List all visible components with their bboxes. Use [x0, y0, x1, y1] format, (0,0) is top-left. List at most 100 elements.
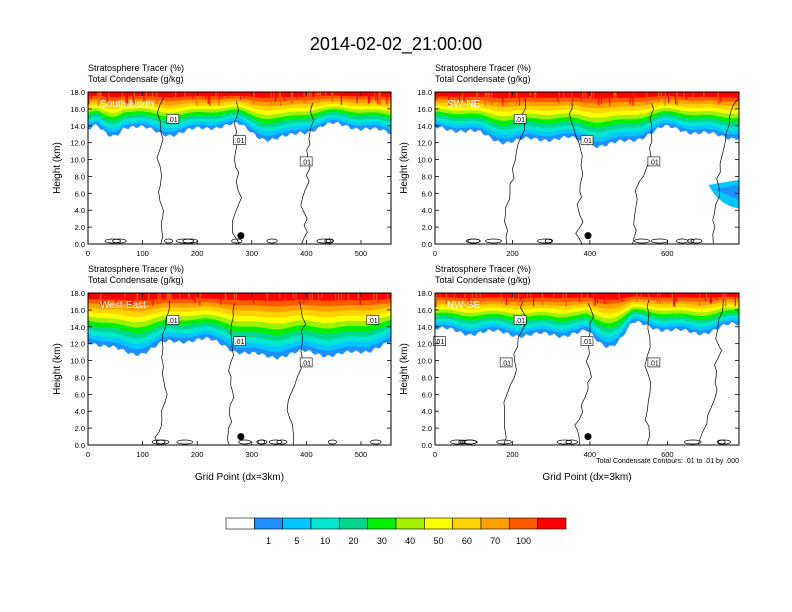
contour-label-box	[513, 315, 527, 325]
tracer-streak	[239, 92, 241, 101]
tracer-streak	[578, 293, 580, 298]
panel-label: West-East	[100, 300, 146, 311]
tracer-streak	[308, 92, 310, 99]
tracer-streak	[317, 293, 320, 303]
tracer-streak	[582, 92, 584, 103]
contour-blob	[537, 238, 553, 244]
tracer-streak	[476, 92, 478, 105]
contour-blob	[104, 238, 121, 244]
tracer-streak	[655, 293, 657, 298]
panel-subtitle: Total Condensate (g/kg)	[88, 74, 184, 84]
y-tick-label: 0.0	[75, 441, 85, 450]
y-tick-label: 2.0	[422, 424, 432, 433]
y-tick-label: 14.0	[70, 122, 85, 131]
contour-line	[231, 101, 242, 244]
x-tick-label: 400	[300, 249, 313, 258]
tracer-streak	[373, 293, 375, 305]
contour-line	[574, 303, 594, 445]
panel-subtitle: Total Condensate (g/kg)	[88, 275, 184, 285]
tracer-streak	[179, 293, 181, 299]
tracer-streak	[737, 92, 739, 101]
tracer-field	[88, 92, 391, 244]
tracer-streak	[475, 293, 477, 301]
tracer-streak	[131, 293, 134, 304]
colorbar-swatch	[282, 517, 312, 530]
contour-blob	[151, 439, 166, 445]
y-axis-label: Height (km)	[399, 343, 410, 395]
colorbar-label: 70	[490, 536, 500, 546]
contour-blob	[458, 439, 466, 445]
tracer-field	[88, 293, 391, 445]
tracer-streak	[310, 92, 312, 100]
contour-blob	[690, 238, 703, 244]
panel-label: NW-SE	[447, 300, 480, 311]
tracer-streak	[100, 293, 102, 307]
tracer-streak	[386, 92, 388, 105]
tracer-streak	[277, 293, 279, 299]
tracer-field	[435, 293, 739, 445]
tracer-streak	[557, 92, 559, 103]
tracer-streak	[127, 293, 129, 307]
tracer-streak	[618, 293, 620, 298]
tracer-streak	[479, 293, 481, 303]
contour-label: .01	[435, 339, 445, 346]
tracer-streak	[500, 293, 502, 304]
tracer-streak	[553, 293, 555, 302]
tracer-streak	[609, 92, 611, 106]
tracer-streak	[309, 293, 311, 304]
tracer-streak	[717, 92, 719, 102]
tracer-streak	[371, 293, 373, 299]
tracer-streak	[541, 293, 544, 305]
tracer-streak	[145, 92, 148, 98]
contour-footnote: Total Condensate Contours: .01 to .01 by…	[596, 458, 739, 465]
contour-line	[568, 102, 584, 244]
x-tick-label: 200	[506, 249, 519, 258]
x-tick-label: 600	[661, 249, 674, 258]
tracer-streak	[596, 293, 598, 304]
contour-label: .01	[368, 318, 378, 325]
tracer-streak	[273, 92, 275, 105]
contour-line	[300, 102, 314, 244]
tracer-streak	[581, 293, 583, 303]
colorbar-label: 10	[320, 536, 330, 546]
contour-blob	[496, 439, 512, 445]
tracer-streak	[187, 293, 189, 298]
tracer-streak	[199, 293, 201, 302]
tracer-streak	[516, 92, 518, 105]
x-axis: 0 100 200 300 400 500	[86, 92, 367, 258]
tracer-streak	[502, 92, 504, 106]
x-tick-label: 200	[506, 450, 519, 459]
panel-west-east: .01 .01 .01 .01 .01 .01 0.0 2.0 4.0 6.0 8.0 10.0 12.…	[52, 264, 513, 483]
tracer-streak	[235, 293, 238, 302]
x-axis: 0 100 200 300 400 500	[86, 293, 367, 459]
y-axis-label: Height (km)	[399, 142, 410, 194]
contour-blob	[687, 238, 695, 244]
tracer-streak	[493, 293, 495, 298]
tracer-streak	[703, 92, 705, 99]
contour-line	[286, 300, 307, 445]
tracer-streak	[469, 92, 471, 97]
tracer-streak	[584, 92, 586, 105]
panel-south-north: .01 .01 .01 0.0 2.0 4.0 6.0 8.0 10.0 12.0 14.0 16.0…	[52, 63, 392, 258]
contour-label: .01	[235, 138, 245, 145]
tracer-streak	[303, 293, 305, 304]
tracer-streak	[503, 92, 505, 98]
y-tick-label: 8.0	[422, 373, 432, 382]
contour-blob	[634, 238, 650, 244]
tracer-band	[435, 92, 739, 99]
tracer-streak	[468, 293, 470, 306]
tracer-streak	[192, 293, 194, 300]
x-axis-label: Grid Point (dx=3km)	[195, 472, 284, 483]
contour-label-box	[299, 357, 313, 368]
tracer-streak	[673, 293, 675, 307]
contour-blob	[683, 439, 702, 445]
y-tick-label: 12.0	[70, 139, 85, 148]
tracer-streak	[148, 293, 150, 303]
tracer-streak	[321, 293, 323, 299]
contour-label-box	[580, 135, 594, 145]
y-tick-label: 8.0	[75, 373, 85, 382]
tracer-streak	[320, 92, 322, 99]
colorbar-swatch	[509, 517, 538, 530]
contour-line	[156, 96, 165, 244]
y-tick-label: 6.0	[422, 390, 432, 399]
